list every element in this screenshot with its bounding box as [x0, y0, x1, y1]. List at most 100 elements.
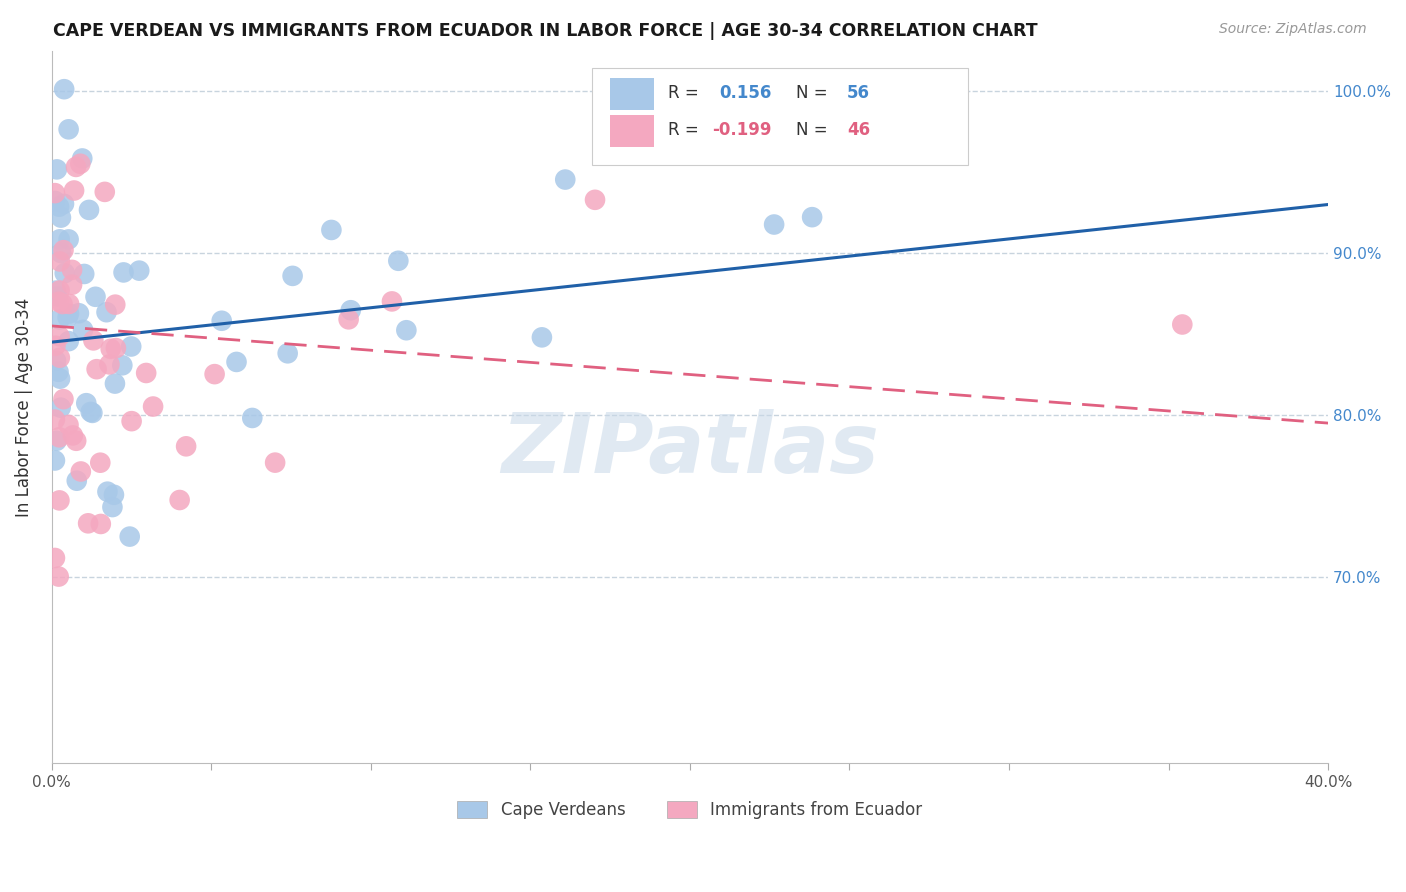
Point — [277, 346, 299, 360]
Point — [118, 530, 141, 544]
Point — [77, 202, 100, 217]
FancyBboxPatch shape — [592, 69, 969, 165]
Point — [174, 439, 197, 453]
Point — [66, 474, 89, 488]
Legend: Cape Verdeans, Immigrants from Ecuador: Cape Verdeans, Immigrants from Ecuador — [451, 795, 929, 826]
Text: Source: ZipAtlas.com: Source: ZipAtlas.com — [1219, 22, 1367, 37]
Point — [58, 334, 80, 348]
Point — [204, 367, 226, 381]
Point — [49, 401, 72, 415]
Point — [48, 365, 70, 379]
Text: N =: N = — [796, 85, 832, 103]
Point — [73, 267, 96, 281]
Point — [48, 294, 70, 309]
Point — [1171, 318, 1194, 332]
Point — [48, 312, 70, 326]
Point — [211, 314, 233, 328]
Point — [387, 253, 409, 268]
Point — [583, 193, 606, 207]
Point — [77, 516, 100, 531]
Point — [111, 359, 134, 373]
Y-axis label: In Labor Force | Age 30-34: In Labor Force | Age 30-34 — [15, 297, 32, 516]
Point — [80, 405, 103, 419]
Point — [264, 456, 287, 470]
Point — [128, 263, 150, 277]
Point — [169, 493, 191, 508]
Point — [48, 200, 70, 214]
Point — [48, 232, 70, 246]
Point — [44, 412, 66, 426]
Point — [52, 243, 75, 257]
Point — [44, 186, 66, 201]
Point — [98, 358, 121, 372]
Text: -0.199: -0.199 — [711, 121, 770, 139]
Point — [530, 330, 553, 344]
Point — [86, 362, 108, 376]
Point — [44, 194, 66, 208]
Point — [381, 294, 404, 309]
Point — [53, 197, 76, 211]
Point — [45, 162, 67, 177]
Point — [48, 430, 70, 444]
Text: 46: 46 — [846, 121, 870, 139]
Point — [135, 366, 157, 380]
Point — [52, 392, 75, 406]
Point — [46, 289, 69, 303]
Point — [554, 172, 576, 186]
Point — [62, 428, 84, 442]
Text: R =: R = — [668, 121, 704, 139]
Point — [58, 122, 80, 136]
Point — [82, 334, 104, 348]
Point — [48, 284, 70, 298]
Point — [72, 323, 94, 337]
Point — [120, 339, 142, 353]
Point — [52, 297, 75, 311]
Point — [44, 453, 66, 467]
Point — [49, 351, 72, 365]
Point — [801, 210, 824, 224]
Point — [763, 218, 786, 232]
Point — [104, 298, 127, 312]
Point — [58, 232, 80, 246]
Point — [96, 305, 118, 319]
Point — [75, 396, 97, 410]
Point — [337, 312, 360, 326]
Point — [67, 306, 90, 320]
Point — [395, 323, 418, 337]
Point — [58, 297, 80, 311]
Point — [58, 417, 80, 432]
Point — [89, 456, 111, 470]
Point — [44, 551, 66, 566]
Point — [56, 310, 79, 325]
Point — [84, 290, 107, 304]
Point — [103, 488, 125, 502]
Point — [49, 246, 72, 260]
Point — [48, 493, 70, 508]
Point — [69, 465, 91, 479]
Point — [49, 372, 72, 386]
Point — [240, 411, 263, 425]
Point — [225, 355, 247, 369]
Point — [45, 353, 67, 368]
Point — [112, 265, 135, 279]
Point — [49, 211, 72, 225]
Point — [90, 516, 112, 531]
Bar — [610, 78, 654, 110]
Point — [142, 400, 165, 414]
Point — [60, 277, 83, 292]
Point — [321, 223, 343, 237]
Text: 0.156: 0.156 — [720, 85, 772, 103]
Point — [104, 376, 127, 391]
Point — [45, 284, 67, 298]
Point — [104, 341, 127, 355]
Point — [69, 157, 91, 171]
Point — [101, 500, 124, 514]
Point — [63, 184, 86, 198]
Point — [53, 82, 76, 96]
Text: R =: R = — [668, 85, 704, 103]
Point — [100, 342, 122, 356]
Point — [53, 266, 76, 280]
Text: CAPE VERDEAN VS IMMIGRANTS FROM ECUADOR IN LABOR FORCE | AGE 30-34 CORRELATION C: CAPE VERDEAN VS IMMIGRANTS FROM ECUADOR … — [53, 22, 1038, 40]
Point — [65, 434, 87, 448]
Point — [121, 414, 143, 428]
